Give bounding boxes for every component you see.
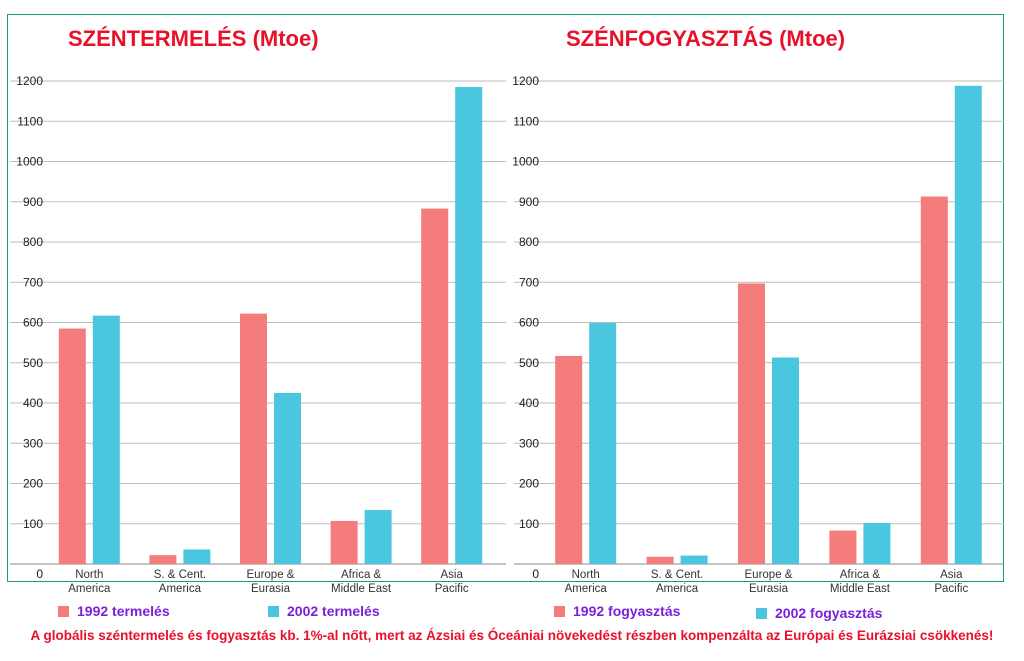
legend-label: 2002 fogyasztás (775, 605, 883, 621)
category-label: Middle East (331, 583, 392, 595)
category-label: Europe & (247, 569, 295, 581)
y-tick-label: 0 (36, 567, 43, 581)
y-tick-label: 500 (519, 356, 539, 370)
legend-item-2002-consumption: 2002 fogyasztás (756, 605, 882, 621)
y-tick-label: 400 (23, 396, 43, 410)
bar-1992 (646, 556, 674, 564)
bar-1992 (240, 313, 267, 564)
bar-2002 (455, 87, 483, 564)
y-tick-label: 900 (519, 195, 539, 209)
y-tick-label: 300 (23, 436, 43, 450)
bar-1992 (555, 355, 583, 564)
category-label: Asia (441, 569, 464, 581)
bar-1992 (58, 328, 86, 564)
legend-item-1992-production: 1992 termelés (58, 603, 170, 619)
legend-label: 2002 termelés (287, 603, 380, 619)
y-tick-label: 600 (519, 316, 539, 330)
legend-item-2002-production: 2002 termelés (268, 603, 380, 619)
y-tick-label: 800 (23, 235, 43, 249)
category-label: North (572, 569, 600, 581)
legend-swatch-2002 (756, 607, 767, 619)
bar-2002 (772, 357, 799, 564)
legend-label: 1992 termelés (77, 603, 170, 619)
bar-2002 (863, 522, 891, 564)
y-tick-label: 700 (23, 275, 43, 289)
bar-1992 (920, 196, 948, 564)
category-label: S. & Cent. (651, 569, 703, 581)
legend-swatch-1992 (554, 605, 565, 617)
y-tick-label: 1200 (512, 74, 539, 88)
y-tick-label: 1100 (513, 114, 539, 128)
category-label: America (656, 583, 699, 595)
chart-title-consumption: SZÉNFOGYASZTÁS (Mtoe) (566, 26, 846, 51)
category-label: Europe & (745, 569, 793, 581)
bar-2002 (274, 392, 301, 564)
y-tick-label: 800 (519, 235, 539, 249)
category-label: S. & Cent. (154, 569, 206, 581)
category-label: Eurasia (749, 583, 789, 595)
bar-2002 (183, 549, 211, 564)
category-label: Middle East (830, 583, 891, 595)
bar-2002 (364, 510, 392, 564)
category-label: Pacific (934, 583, 968, 595)
category-label: Pacific (435, 583, 469, 595)
y-tick-label: 100 (519, 517, 539, 531)
y-tick-label: 400 (519, 396, 539, 410)
y-tick-label: 700 (519, 275, 539, 289)
legend-label: 1992 fogyasztás (573, 603, 681, 619)
bar-1992 (149, 555, 177, 564)
chart-2: 0 100 200 300 400 500 600 700 800 900 1000 1100 1200… (512, 74, 1004, 595)
y-tick-label: 200 (519, 477, 539, 491)
bar-2002 (589, 322, 617, 564)
category-label: Eurasia (251, 583, 291, 595)
chart-title-production: SZÉNTERMELÉS (Mtoe) (68, 26, 319, 51)
category-label: Africa & (341, 569, 382, 581)
bar-1992 (330, 520, 358, 564)
bar-2002 (680, 555, 708, 564)
y-tick-label: 600 (23, 316, 43, 330)
bar-1992 (829, 530, 857, 564)
y-tick-label: 500 (23, 356, 43, 370)
chart-1: 0 100 200 300 400 500 600 700 800 900 1000 1100 1200… (10, 74, 506, 595)
bar-2002 (92, 315, 120, 564)
y-tick-label: 1200 (16, 74, 43, 88)
legend-swatch-2002 (268, 605, 279, 617)
y-tick-label: 200 (23, 477, 43, 491)
bar-2002 (954, 85, 982, 564)
legend-swatch-1992 (58, 605, 69, 617)
category-label: America (68, 583, 111, 595)
category-label: North (75, 569, 103, 581)
y-tick-label: 1000 (16, 155, 43, 169)
footer-note: A globális széntermelés és fogyasztás kb… (30, 628, 994, 643)
legend-item-1992-consumption: 1992 fogyasztás (554, 603, 680, 619)
bar-1992 (738, 283, 765, 564)
y-tick-label: 300 (519, 436, 539, 450)
bar-1992 (421, 208, 449, 564)
category-label: Asia (940, 569, 963, 581)
category-label: America (159, 583, 202, 595)
category-label: Africa & (840, 569, 881, 581)
category-label: America (565, 583, 608, 595)
y-tick-label: 100 (23, 517, 43, 531)
y-tick-label: 1100 (17, 114, 43, 128)
y-tick-label: 900 (23, 195, 43, 209)
chart-frame (7, 14, 1004, 582)
y-tick-label: 0 (532, 567, 539, 581)
y-tick-label: 1000 (512, 155, 539, 169)
